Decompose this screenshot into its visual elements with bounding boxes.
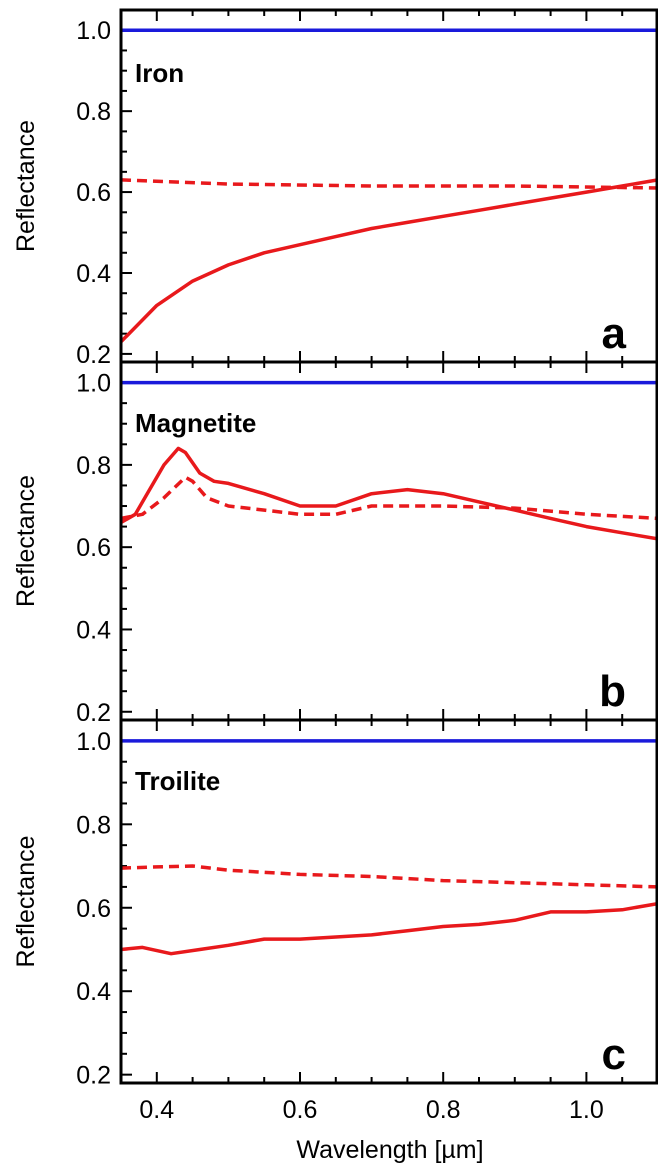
panel-letter: b bbox=[599, 667, 626, 716]
y-tick-label: 0.8 bbox=[76, 98, 111, 126]
y-tick-label: 0.8 bbox=[76, 811, 111, 839]
x-axis-label: Wavelength [µm] bbox=[296, 1136, 483, 1164]
x-tick-label: 0.4 bbox=[139, 1096, 174, 1124]
series-group bbox=[121, 28, 658, 344]
panel-title: Magnetite bbox=[135, 408, 256, 438]
y-tick-label: 0.8 bbox=[76, 452, 111, 480]
y-axis-label: Reflectance bbox=[12, 835, 40, 967]
y-tick-label: 0.2 bbox=[76, 699, 111, 727]
x-tick-labels: 0.4 0.6 0.8 1.0 bbox=[139, 1096, 603, 1124]
panel-magnetite: 0.2 0.4 0.6 0.8 1.0 Reflectance Magnetite b bbox=[12, 360, 658, 727]
panel-frame bbox=[119, 718, 658, 1085]
y-tick-label: 0.6 bbox=[76, 179, 111, 207]
panel-iron: 0.2 0.4 0.6 0.8 1.0 Reflectance Iron a bbox=[12, 8, 658, 369]
y-tick-label: 0.6 bbox=[76, 534, 111, 562]
series-line-red-dashed bbox=[121, 864, 658, 889]
y-tick-label: 0.6 bbox=[76, 895, 111, 923]
series-line-red-solid bbox=[121, 178, 658, 344]
panel-letter: a bbox=[602, 309, 627, 358]
y-tick-label: 0.4 bbox=[76, 260, 111, 288]
x-tick-label: 0.6 bbox=[283, 1096, 318, 1124]
series-line-red-dashed bbox=[121, 178, 658, 190]
series-line-red-solid bbox=[121, 901, 658, 956]
x-tick-label: 0.8 bbox=[426, 1096, 461, 1124]
y-tick-label: 0.4 bbox=[76, 978, 111, 1006]
series-group bbox=[121, 380, 658, 541]
y-axis-label: Reflectance bbox=[12, 120, 40, 252]
y-tick-label: 1.0 bbox=[76, 370, 111, 398]
series-line-red-solid bbox=[121, 446, 658, 541]
series-line-red-dashed bbox=[121, 475, 658, 521]
panel-title: Troilite bbox=[135, 766, 220, 796]
panels-layer: 0.2 0.4 0.6 0.8 1.0 Reflectance Iron a 0.2 0.4 0.6… bbox=[12, 8, 658, 1124]
y-tick-label: 1.0 bbox=[76, 728, 111, 756]
panel-letter: c bbox=[602, 1030, 626, 1079]
y-tick-label: 0.2 bbox=[76, 341, 111, 369]
panel-title: Iron bbox=[135, 58, 184, 88]
panel-troilite: 0.2 0.4 0.6 0.8 1.0 Reflectance Troilite c bbox=[12, 718, 658, 1090]
y-tick-label: 0.2 bbox=[76, 1062, 111, 1090]
y-axis-label: Reflectance bbox=[12, 475, 40, 607]
x-tick-label: 1.0 bbox=[569, 1096, 604, 1124]
y-tick-label: 1.0 bbox=[76, 17, 111, 45]
y-tick-label: 0.4 bbox=[76, 616, 111, 644]
series-group bbox=[121, 739, 658, 956]
